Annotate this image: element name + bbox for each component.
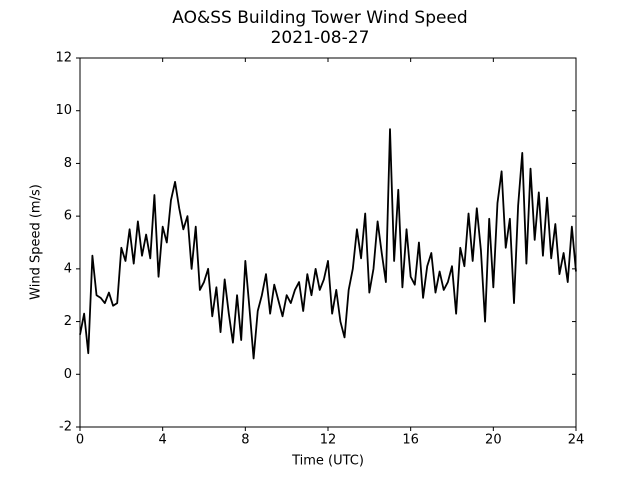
y-tick-label: 10 bbox=[55, 103, 72, 118]
x-tick-label: 24 bbox=[568, 433, 585, 448]
x-tick-label: 4 bbox=[159, 433, 167, 448]
chart-subtitle: 2021-08-27 bbox=[271, 28, 370, 48]
chart-title: AO&SS Building Tower Wind Speed bbox=[172, 8, 467, 28]
x-tick-label: 16 bbox=[402, 433, 419, 448]
y-tick-label: -2 bbox=[59, 420, 72, 435]
data-line bbox=[79, 128, 577, 360]
y-tick-label: 8 bbox=[64, 156, 72, 171]
y-tick-label: 6 bbox=[64, 209, 72, 224]
x-tick-label: 8 bbox=[241, 433, 249, 448]
x-axis-label: Time (UTC) bbox=[291, 454, 364, 469]
y-tick-label: 2 bbox=[64, 314, 72, 329]
y-tick-label: 4 bbox=[64, 261, 72, 276]
x-tick-label: 12 bbox=[320, 433, 337, 448]
y-tick-label: 0 bbox=[64, 367, 72, 382]
x-tick-label: 20 bbox=[485, 433, 502, 448]
plot-frame bbox=[79, 57, 577, 428]
x-tick-label: 0 bbox=[76, 433, 84, 448]
y-tick-label: 12 bbox=[55, 51, 72, 66]
y-axis-label: Wind Speed (m/s) bbox=[29, 184, 44, 300]
